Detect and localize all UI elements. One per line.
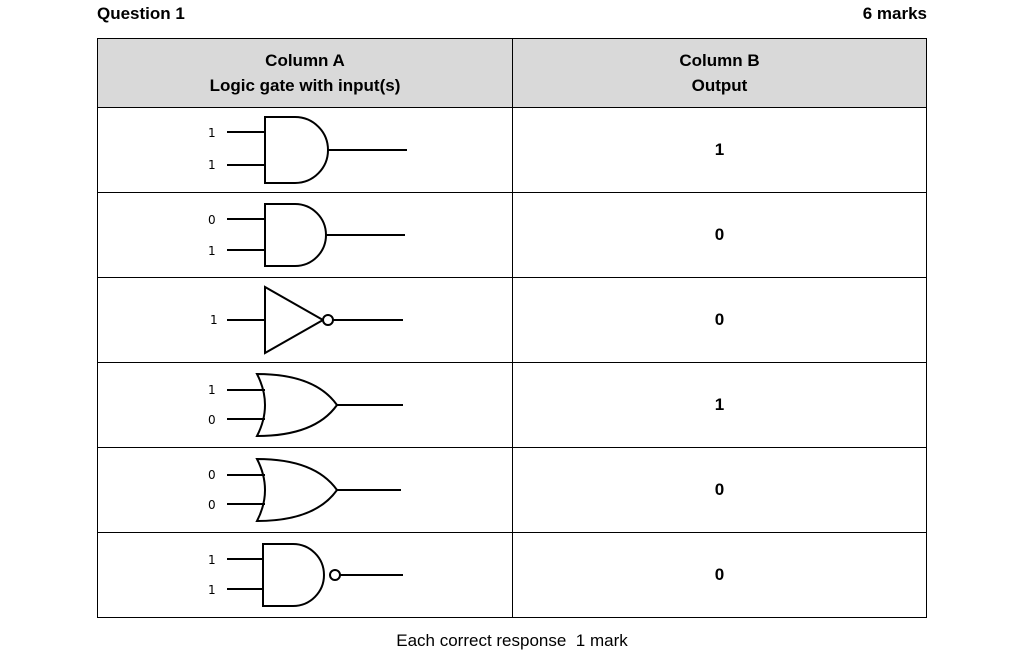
table-row: 0 1 0 — [97, 192, 927, 278]
column-a-header: Column A Logic gate with input(s) — [97, 38, 513, 108]
input-label: 1 — [208, 383, 216, 397]
input-label: 1 — [210, 313, 218, 327]
input-label: 1 — [208, 583, 216, 597]
nand-gate-icon: 1 1 — [208, 543, 403, 607]
gate-cell: 0 0 — [97, 447, 513, 533]
column-b-title: Column B — [679, 51, 760, 70]
output-cell: 1 — [512, 362, 927, 448]
table-header-row: Column A Logic gate with input(s) Column… — [97, 38, 927, 108]
input-label: 0 — [208, 413, 216, 427]
column-a-title: Column A — [265, 51, 345, 70]
table-row: 1 0 — [97, 277, 927, 363]
table-row: 1 1 0 — [97, 532, 927, 618]
or-gate-icon: 0 0 — [208, 457, 401, 523]
column-a-subtitle: Logic gate with input(s) — [209, 76, 401, 95]
and-gate-icon: 1 1 — [208, 116, 407, 184]
input-label: 1 — [208, 126, 216, 140]
question-title: Question 1 — [97, 4, 185, 23]
marking-note-text: Each correct response 1 mark — [396, 631, 628, 650]
gate-cell: 1 1 — [97, 107, 513, 193]
input-label: 0 — [208, 213, 216, 227]
table-row: 1 0 1 — [97, 362, 927, 448]
input-label: 1 — [208, 244, 216, 258]
or-gate-icon: 1 0 — [208, 372, 403, 438]
question-marks: 6 marks — [862, 4, 927, 23]
output-cell: 0 — [512, 277, 927, 363]
input-label: 0 — [208, 468, 216, 482]
input-label: 0 — [208, 498, 216, 512]
logic-gate-table: Column A Logic gate with input(s) Column… — [97, 38, 927, 618]
not-gate-icon: 1 — [210, 285, 403, 355]
column-b-header: Column B Output — [512, 38, 927, 108]
output-cell: 0 — [512, 447, 927, 533]
and-gate-icon: 0 1 — [208, 203, 405, 267]
output-cell: 1 — [512, 107, 927, 193]
input-label: 1 — [208, 158, 216, 172]
marking-note: Each correct response 1 mark — [0, 631, 1024, 651]
output-cell: 0 — [512, 192, 927, 278]
column-b-subtitle: Output — [691, 76, 748, 95]
gate-cell: 1 1 — [97, 532, 513, 618]
table-row: 1 1 1 — [97, 107, 927, 193]
table-row: 0 0 0 — [97, 447, 927, 533]
gate-cell: 1 — [97, 277, 513, 363]
output-cell: 0 — [512, 532, 927, 618]
gate-cell: 0 1 — [97, 192, 513, 278]
gate-cell: 1 0 — [97, 362, 513, 448]
input-label: 1 — [208, 553, 216, 567]
